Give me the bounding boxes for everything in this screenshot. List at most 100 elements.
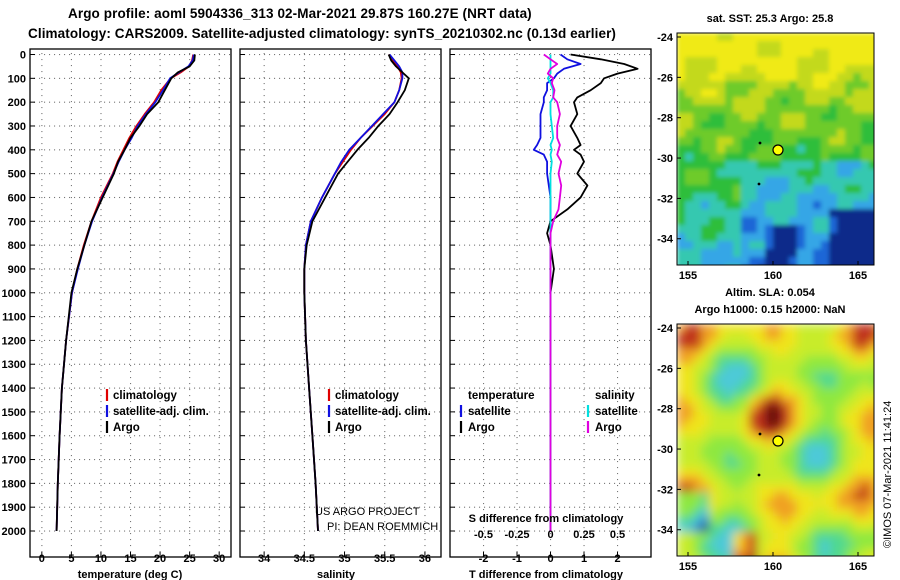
grid-dot (174, 435, 176, 437)
grid-dot (219, 482, 221, 484)
grid-dot (479, 387, 481, 389)
grid-dot (84, 125, 86, 127)
grid-dot (139, 173, 141, 175)
grid-dot (219, 339, 221, 341)
grid-dot (483, 125, 485, 127)
grid-dot (144, 411, 146, 413)
grid-dot (309, 435, 311, 437)
sst-cell (877, 41, 886, 50)
grid-dot (617, 389, 619, 391)
grid-dot (100, 395, 102, 397)
grid-dot (494, 411, 496, 413)
grid-dot (474, 220, 476, 222)
sst-cell (789, 121, 798, 130)
grid-dot (304, 339, 306, 341)
grid-dot (389, 530, 391, 532)
grid-dot (79, 363, 81, 365)
grid-dot (429, 125, 431, 127)
grid-dot (649, 54, 651, 56)
grid-dot (303, 107, 305, 109)
grid-dot (119, 316, 121, 318)
sst-cell (701, 49, 710, 58)
depth-tick-label: 1900 (2, 502, 26, 514)
grid-dot (554, 196, 556, 199)
sst-cell (805, 41, 814, 50)
grid-dot (149, 101, 151, 103)
grid-dot (384, 257, 386, 259)
grid-dot (539, 125, 541, 127)
grid-dot (164, 149, 166, 151)
grid-dot (129, 435, 131, 437)
grid-dot (514, 506, 516, 508)
grid-dot (218, 71, 220, 73)
grid-dot (483, 491, 485, 493)
sst-cell (845, 113, 854, 122)
grid-dot (516, 251, 518, 253)
grid-dot (529, 244, 531, 246)
grid-dot (104, 244, 106, 246)
grid-dot (624, 244, 626, 246)
sst-cell (733, 105, 742, 114)
grid-dot (119, 196, 121, 199)
grid-dot (84, 435, 86, 437)
grid-dot (159, 299, 161, 301)
grid-dot (617, 125, 619, 127)
grid-dot (649, 173, 651, 175)
grid-dot (344, 419, 346, 421)
grid-dot (394, 482, 396, 484)
grid-dot (617, 77, 619, 79)
grid-dot (594, 506, 596, 508)
sst-cell (749, 49, 758, 58)
grid-dot (599, 220, 601, 222)
sst-cell (845, 89, 854, 98)
grid-dot (617, 551, 619, 553)
grid-dot (70, 473, 72, 475)
sst-cell (741, 89, 750, 98)
grid-dot (303, 509, 305, 511)
sla-cell (717, 324, 726, 333)
grid-dot (154, 54, 156, 56)
grid-dot (483, 149, 485, 151)
grid-dot (64, 530, 66, 532)
grid-dot (529, 411, 531, 413)
grid-dot (209, 220, 211, 222)
grid-dot (359, 77, 361, 79)
grid-dot (583, 515, 585, 517)
grid-dot (639, 435, 641, 437)
sst-cell (773, 193, 782, 202)
grid-dot (479, 339, 481, 341)
sst-cell (789, 265, 798, 274)
grid-dot (130, 479, 132, 481)
grid-dot (314, 363, 316, 365)
grid-dot (514, 482, 516, 484)
grid-dot (224, 125, 226, 127)
sst-cell (797, 145, 806, 154)
grid-dot (624, 220, 626, 222)
grid-dot (389, 363, 391, 365)
grid-dot (494, 292, 496, 294)
grid-dot (474, 125, 476, 127)
grid-dot (609, 411, 611, 413)
grid-dot (324, 292, 326, 294)
grid-dot (263, 317, 265, 319)
grid-dot (544, 125, 546, 127)
grid-dot (70, 383, 72, 385)
sst-cell (877, 209, 886, 218)
grid-dot (84, 316, 86, 318)
grid-dot (169, 101, 171, 103)
grid-dot (44, 387, 46, 389)
grid-dot (384, 539, 386, 541)
grid-dot (134, 506, 136, 508)
sst-cell (749, 201, 758, 210)
grid-dot (624, 482, 626, 484)
sst-cell (813, 81, 822, 90)
grid-dot (274, 268, 276, 270)
grid-dot (199, 363, 201, 365)
grid-dot (504, 268, 506, 270)
grid-dot (159, 467, 161, 469)
grid-dot (130, 317, 132, 319)
grid-dot (384, 482, 386, 484)
grid-dot (434, 530, 436, 532)
grid-dot (429, 173, 431, 175)
grid-dot (41, 113, 43, 115)
